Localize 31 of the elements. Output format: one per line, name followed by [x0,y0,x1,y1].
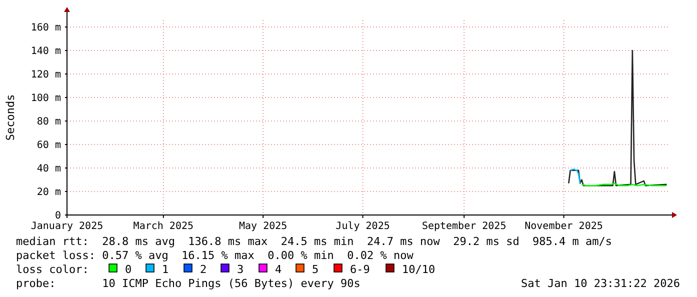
legend-label: 3 [237,263,244,276]
x-tick-label: July 2025 [336,221,390,232]
y-tick-label: 140 m [30,46,61,58]
y-tick-label: 120 m [30,70,61,81]
legend-label: 1 [162,263,169,276]
text: Sat Jan 10 23:31:22 2026 [521,277,680,290]
y-tick-label: 100 m [30,93,61,104]
x-tick-label: March 2025 [133,221,194,232]
legend-label: 2 [200,263,207,276]
y-tick-label: 20 m [36,187,61,198]
y-axis-title: Seconds [4,94,17,141]
text: median rtt: 28.8 ms avg 136.8 ms max 24.5 ms min 24.7 ms now 29.2 ms sd 985.4 m am/s [16,235,612,248]
x-tick-label: January 2025 [30,221,104,232]
line-series [570,168,581,184]
x-tick-label: May 2025 [239,221,288,232]
legend-label: 0 [125,263,132,276]
legend-label: 10/10 [402,263,436,276]
y-tick-label: 60 m [36,140,61,152]
y-tick-label: 0 [54,210,61,222]
legend-label: 4 [275,263,282,276]
y-tick-label: 80 m [36,116,61,128]
line-series [568,50,668,186]
y-tick-label: 160 m [30,22,61,34]
legend-label: 5 [312,263,319,276]
legend-title: loss color: [16,263,89,276]
y-tick-label: 40 m [36,164,61,175]
x-tick-label: September 2025 [422,221,506,232]
legend-label: 6-9 [350,263,370,276]
x-tick-label: November 2025 [524,221,603,232]
text: probe: 10 ICMP Echo Pings (56 Bytes) every 90s [16,277,360,290]
text: packet loss: 0.57 % avg 16.15 % max 0.00 % min 0.02 % now [16,249,414,262]
